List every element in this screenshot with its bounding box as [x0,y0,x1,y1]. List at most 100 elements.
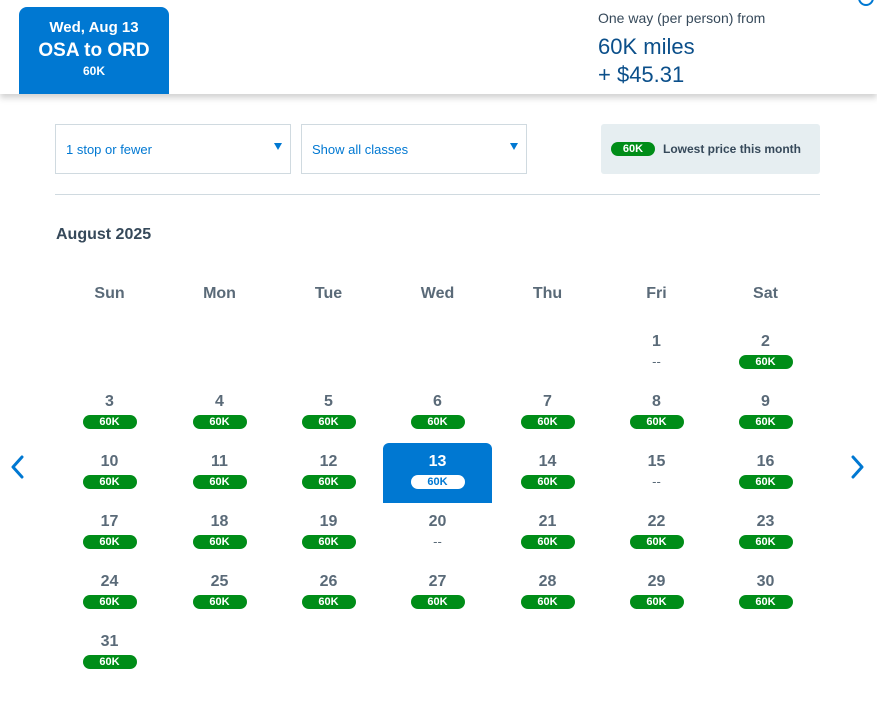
day-number: 13 [428,453,447,470]
weekday-wed: Wed [420,285,455,302]
classes-select-value: Show all classes [312,142,409,157]
day-price-pill: 60K [410,475,465,489]
day-number: 2 [761,333,770,350]
day-price-pill: 60K [629,595,684,609]
calendar-day-14[interactable]: 14 60K [493,443,602,503]
dropdown-arrow-icon [510,143,518,150]
fare-tax: + $45.31 [598,62,685,87]
stops-select-value: 1 stop or fewer [66,142,152,157]
calendar-day-24[interactable]: 24 60K [55,563,164,623]
day-price-pill: 60K [629,535,684,549]
tab-date: Wed, Aug 13 [49,19,139,36]
day-number: 3 [105,393,114,410]
day-price-pill: 60K [738,355,793,369]
calendar-day-1: 1 -- [602,323,711,383]
day-number: 8 [652,393,661,410]
calendar-day-6[interactable]: 6 60K [383,383,492,443]
calendar-day-2[interactable]: 2 60K [711,323,820,383]
day-price-pill: 60K [301,595,356,609]
calendar-day-20: 20 -- [383,503,492,563]
day-number: 27 [428,573,447,590]
no-price-dash: -- [652,354,661,369]
day-number: 18 [210,513,229,530]
weekday-tue: Tue [314,285,343,302]
day-price-pill: 60K [738,415,793,429]
calendar-day-26[interactable]: 26 60K [274,563,383,623]
day-price-pill: 60K [410,595,465,609]
calendar-day-9[interactable]: 9 60K [711,383,820,443]
calendar-day-22[interactable]: 22 60K [602,503,711,563]
calendar-day-17[interactable]: 17 60K [55,503,164,563]
calendar-day-13[interactable]: 13 60K [383,443,492,503]
selected-date-tab[interactable]: Wed, Aug 13 OSA to ORD 60K [19,7,169,94]
day-number: 31 [100,633,119,650]
day-number: 15 [647,453,666,470]
day-number: 10 [100,453,119,470]
calendar-day-7[interactable]: 7 60K [493,383,602,443]
day-number: 20 [428,513,447,530]
calendar-day-28[interactable]: 28 60K [493,563,602,623]
month-title: August 2025 [56,226,152,243]
day-number: 4 [215,393,224,410]
day-price-pill: 60K [192,535,247,549]
calendar-day-15: 15 -- [602,443,711,503]
day-number: 9 [761,393,770,410]
day-number: 26 [319,573,338,590]
calendar-day-31[interactable]: 31 60K [55,623,164,683]
calendar-day-8[interactable]: 8 60K [602,383,711,443]
day-number: 24 [100,573,119,590]
calendar-day-25[interactable]: 25 60K [165,563,274,623]
day-price-pill: 60K [192,475,247,489]
calendar-day-19[interactable]: 19 60K [274,503,383,563]
chevron-left-icon[interactable] [10,455,24,479]
day-price-pill: 60K [82,595,137,609]
day-price-pill: 60K [629,415,684,429]
calendar-day-18[interactable]: 18 60K [165,503,274,563]
calendar-day-30[interactable]: 30 60K [711,563,820,623]
calendar-day-10[interactable]: 10 60K [55,443,164,503]
weekday-thu: Thu [532,285,563,302]
calendar-day-5[interactable]: 5 60K [274,383,383,443]
day-price-pill: 60K [192,415,247,429]
divider [55,194,820,195]
day-number: 17 [100,513,119,530]
weekday-sun: Sun [94,285,125,302]
calendar-day-3[interactable]: 3 60K [55,383,164,443]
calendar-day-11[interactable]: 11 60K [165,443,274,503]
day-price-pill: 60K [520,595,575,609]
day-price-pill: 60K [738,535,793,549]
weekday-sat: Sat [753,285,778,302]
no-price-dash: -- [433,534,442,549]
day-number: 11 [211,453,228,470]
calendar-day-16[interactable]: 16 60K [711,443,820,503]
day-price-pill: 60K [520,535,575,549]
calendar-day-12[interactable]: 12 60K [274,443,383,503]
day-number: 19 [319,513,338,530]
day-number: 7 [543,393,552,410]
calendar-day-21[interactable]: 21 60K [493,503,602,563]
calendar-day-23[interactable]: 23 60K [711,503,820,563]
day-number: 16 [756,453,775,470]
day-price-pill: 60K [301,535,356,549]
day-number: 29 [647,573,666,590]
day-number: 14 [538,453,557,470]
weekday-fri: Fri [646,285,667,302]
header: Wed, Aug 13 OSA to ORD 60K One way (per … [0,0,877,94]
day-price-pill: 60K [82,415,137,429]
day-number: 1 [652,333,661,350]
day-price-pill: 60K [82,475,137,489]
day-number: 22 [647,513,666,530]
calendar-day-4[interactable]: 4 60K [165,383,274,443]
chevron-right-icon[interactable] [851,455,865,479]
info-icon[interactable] [858,0,874,6]
calendar-day-27[interactable]: 27 60K [383,563,492,623]
fare-summary: One way (per person) from 60K miles + $4… [598,10,765,88]
day-price-pill: 60K [520,475,575,489]
classes-select[interactable]: Show all classes [301,124,527,174]
day-number: 25 [210,573,229,590]
day-price-pill: 60K [301,415,356,429]
stops-select[interactable]: 1 stop or fewer [55,124,291,174]
day-price-pill: 60K [82,655,137,669]
calendar-day-29[interactable]: 29 60K [602,563,711,623]
day-price-pill: 60K [82,535,137,549]
